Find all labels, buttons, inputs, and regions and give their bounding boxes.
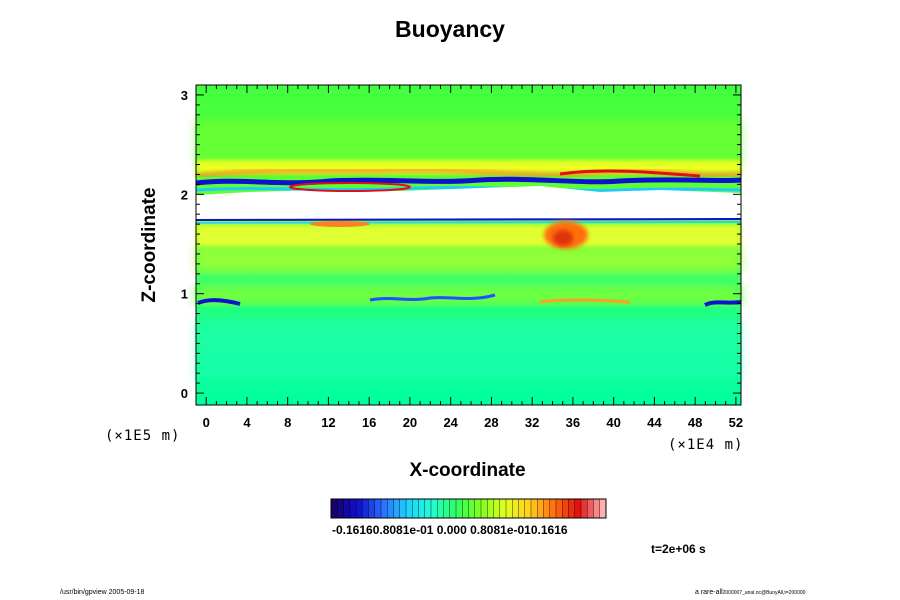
colorbar-labels: -0.16160.8081e-01 0.000 0.8081e-010.1616: [332, 523, 568, 537]
x-tick-label: 32: [525, 415, 539, 430]
colorbar-cell: [331, 499, 338, 518]
colorbar-cell: [574, 499, 582, 518]
colorbar-cell: [543, 499, 551, 518]
footer-right: a rare-all2000007_anal.nc@BuoyAll,t=2000…: [695, 589, 805, 596]
colorbar-cell: [599, 499, 607, 518]
colorbar-cell: [356, 499, 363, 518]
chart-title: Buoyancy: [395, 16, 505, 42]
x-tick-label: 12: [321, 415, 335, 430]
x-tick-label: 20: [403, 415, 417, 430]
red-streak: [559, 169, 701, 178]
masked-region: [196, 186, 741, 219]
colorbar-cell: [562, 499, 569, 518]
red-blob: [553, 230, 573, 246]
x-tick-label: 36: [566, 415, 580, 430]
colorbar-cell: [424, 499, 432, 518]
colorbar-cell: [481, 499, 488, 518]
colorbar-cell: [524, 499, 532, 518]
colorbar-frame: [330, 498, 607, 519]
colorbar-cell: [337, 499, 344, 518]
x-tick-label: 28: [484, 415, 498, 430]
footer-right-sub: 2000007_anal.nc@BuoyAll,t=200000: [722, 590, 806, 596]
colorbar-cell: [537, 499, 544, 518]
positive-streak-mid: [539, 298, 631, 304]
y-tick-label: 0: [181, 386, 188, 401]
cold-streak: [195, 176, 742, 186]
lower-yellow-band: [196, 225, 741, 247]
colorbar-cell: [587, 499, 594, 518]
colorbar-cell: [399, 499, 407, 518]
colorbar-cell: [468, 499, 476, 518]
colorbar-cell: [499, 499, 507, 518]
x-tick-label: 40: [606, 415, 620, 430]
y-tick-label: 2: [181, 187, 188, 202]
colorbar-cell: [549, 499, 557, 518]
colorbar-cell: [506, 499, 513, 518]
colorbar-cell: [581, 499, 588, 518]
colorbar-cell: [349, 499, 357, 518]
colorbar-cell: [437, 499, 444, 518]
gap-edge-cyan: [195, 221, 742, 224]
colorbar-cell: [343, 499, 351, 518]
upper-zone: [196, 120, 741, 165]
y-axis-unit: (×1E5 m): [105, 428, 181, 444]
gap-edge-blue: [195, 218, 742, 221]
x-axis-unit: (×1E4 m): [668, 437, 744, 453]
colorbar-cell: [512, 499, 519, 518]
mid-green-band: [196, 285, 741, 305]
footer-left: /usr/bin/gpview 2005-09-18: [60, 589, 145, 596]
colorbar-cell: [368, 499, 376, 518]
colorbar-cell: [518, 499, 526, 518]
footer-right-main: a rare-all: [695, 589, 723, 596]
colorbar-cell: [418, 499, 426, 518]
x-tick-label: 16: [362, 415, 376, 430]
lower-yellow-band-2: [196, 247, 741, 272]
colorbar-cell: [412, 499, 419, 518]
x-axis-label: X-coordinate: [409, 460, 526, 481]
y-axis-label: Z-coordinate: [139, 187, 160, 303]
colorbar-cell: [406, 499, 413, 518]
colorbar: [330, 498, 607, 519]
colorbar-cell: [531, 499, 538, 518]
colorbar-cell: [381, 499, 388, 518]
heatmap-field: [195, 85, 742, 405]
x-tick-label: 48: [688, 415, 702, 430]
axis-ticks: [196, 85, 741, 405]
colorbar-cell: [568, 499, 576, 518]
orange-spot: [310, 221, 370, 227]
time-label: t=2e+06 s: [651, 542, 706, 556]
negative-streak-mid: [369, 293, 496, 302]
colorbar-cell: [487, 499, 494, 518]
blue-lens: [289, 182, 411, 192]
colorbar-cell: [374, 499, 382, 518]
lower-cyan-haze: [196, 320, 741, 380]
colorbar-cell: [462, 499, 469, 518]
y-tick-label: 3: [181, 88, 188, 103]
x-tick-label: 4: [243, 415, 251, 430]
colorbar-cell: [431, 499, 438, 518]
colorbar-cell: [362, 499, 369, 518]
negative-streak-right: [704, 300, 742, 307]
x-tick-label: 24: [443, 415, 458, 430]
colorbar-cell: [556, 499, 563, 518]
colorbar-cell: [493, 499, 501, 518]
x-tick-label: 52: [729, 415, 743, 430]
colorbar-cell: [474, 499, 482, 518]
colorbar-cell: [393, 499, 401, 518]
y-tick-label: 1: [181, 287, 188, 302]
colorbar-cell: [456, 499, 463, 518]
x-tick-label: 44: [647, 415, 662, 430]
plot-frame: [195, 84, 742, 406]
x-tick-label: 8: [284, 415, 291, 430]
colorbar-cell: [449, 499, 457, 518]
x-tick-label: 0: [203, 415, 210, 430]
colorbar-cell: [443, 499, 451, 518]
negative-streak-left: [197, 298, 241, 306]
colorbar-cell: [593, 499, 601, 518]
colorbar-cell: [387, 499, 394, 518]
